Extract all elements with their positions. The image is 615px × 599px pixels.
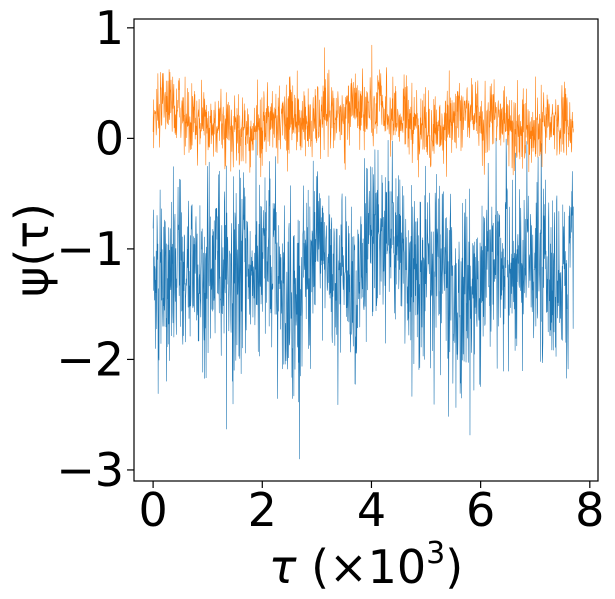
x-axis-ticks: 0 2 4 6 8 — [138, 481, 604, 537]
x-axis-label: τ (×103) — [269, 536, 463, 594]
series-layer — [152, 44, 574, 460]
y-tick-label: 1 — [95, 1, 124, 55]
y-tick-label: −3 — [56, 443, 124, 497]
x-tick-label: 4 — [357, 483, 386, 537]
y-tick-label: 0 — [95, 111, 124, 165]
y-axis-label: ψ(τ) — [5, 203, 59, 297]
y-axis-ticks: 1 0 −1 −2 −3 — [56, 1, 134, 497]
series-line-orange — [152, 44, 574, 178]
x-axis-label-superscript: 3 — [426, 536, 445, 571]
x-axis-label-text: (×10 — [297, 540, 427, 594]
plot-frame — [133, 18, 599, 482]
x-tick-label: 8 — [575, 483, 604, 537]
series-line-blue — [152, 130, 574, 460]
x-tick-label: 2 — [248, 483, 277, 537]
x-axis-label-close: ) — [445, 540, 463, 594]
y-tick-label: −1 — [56, 222, 124, 276]
x-tick-label: 0 — [138, 483, 167, 537]
x-tick-label: 6 — [466, 483, 495, 537]
y-tick-label: −2 — [56, 332, 124, 386]
